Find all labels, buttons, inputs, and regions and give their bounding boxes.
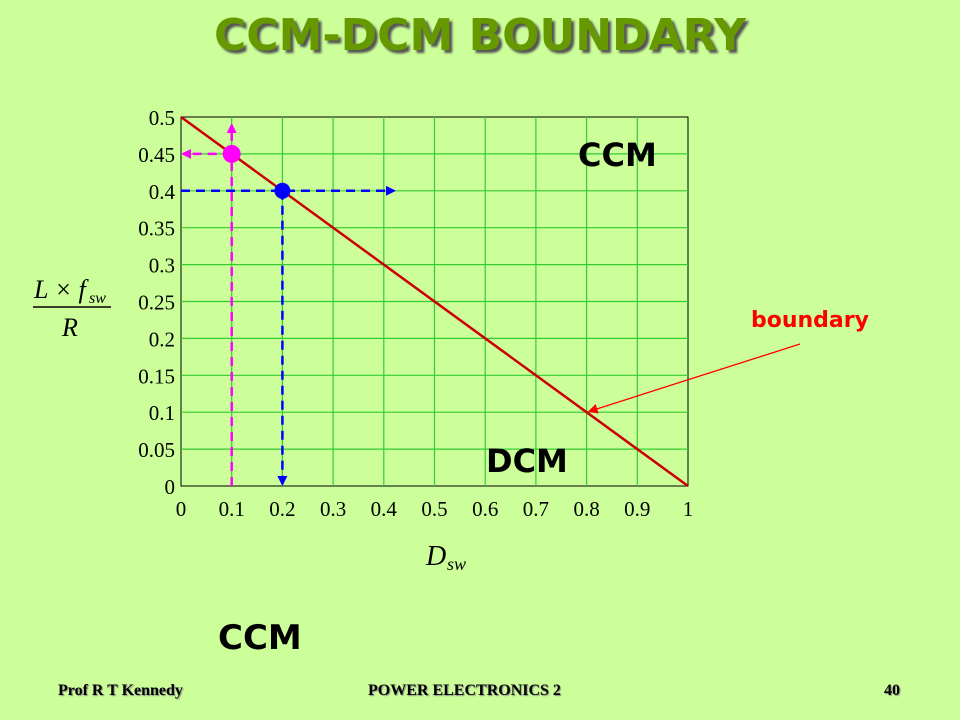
- y-tick-label: 0.25: [138, 291, 175, 315]
- bottom-ccm-label: CCM: [218, 618, 302, 658]
- footer-page-number: 40: [884, 682, 900, 699]
- y-tick-label: 0.3: [149, 254, 175, 278]
- y-tick-label: 0.05: [138, 438, 175, 462]
- y-tick-label: 0.4: [149, 180, 176, 204]
- x-tick-label: 0: [176, 497, 187, 521]
- x-axis-label-subscript: sw: [447, 554, 466, 574]
- boundary-line: [180, 115, 689, 488]
- y-tick-label: 0.15: [138, 364, 175, 388]
- x-tick-label: 0.3: [320, 497, 346, 521]
- x-tick-label: 0.7: [523, 497, 549, 521]
- boundary-annotation-arrow: [587, 343, 801, 414]
- y-axis-label-numerator: L × f: [33, 275, 90, 304]
- y-axis-label-denominator: R: [61, 313, 78, 342]
- slide-title: CCM-DCM BOUNDARY: [214, 10, 746, 61]
- x-tick-label: 0.6: [472, 497, 498, 521]
- blue-point: [274, 182, 291, 199]
- boundary-annotation-label: boundary: [751, 308, 869, 333]
- x-tick-label: 0.4: [371, 497, 398, 521]
- x-tick-label: 1: [683, 497, 694, 521]
- dcm-region-label: DCM: [486, 442, 568, 480]
- x-tick-label: 0.2: [269, 497, 295, 521]
- y-tick-label: 0.35: [138, 217, 175, 241]
- y-tick-label: 0.1: [149, 401, 175, 425]
- x-tick-label: 0.5: [421, 497, 447, 521]
- x-axis-label: D: [425, 541, 446, 572]
- footer-author: Prof R T Kennedy: [58, 682, 183, 699]
- footer-course: POWER ELECTRONICS 2: [368, 682, 561, 699]
- y-tick-label: 0.5: [149, 106, 175, 130]
- x-tick-label: 0.8: [573, 497, 599, 521]
- y-tick-label: 0: [165, 475, 176, 499]
- x-tick-label: 0.1: [219, 497, 245, 521]
- magenta-point: [222, 144, 241, 163]
- y-tick-label: 0.45: [138, 143, 175, 167]
- y-axis-label-numerator-subscript: sw: [89, 290, 106, 307]
- ccm-region-label: CCM: [578, 136, 657, 174]
- y-tick-label: 0.2: [149, 327, 175, 351]
- x-tick-label: 0.9: [624, 497, 650, 521]
